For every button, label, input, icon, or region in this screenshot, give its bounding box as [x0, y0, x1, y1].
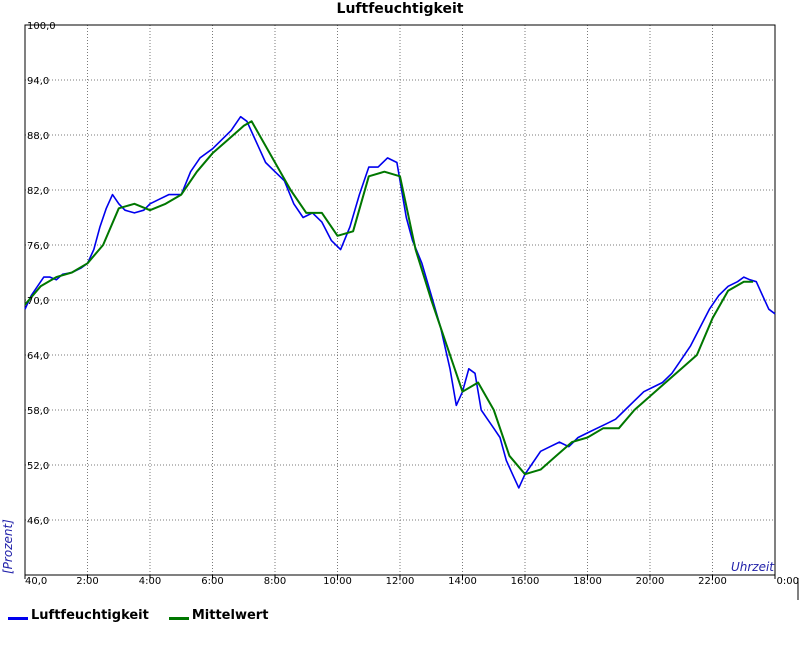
legend-item-mean: Mittelwert	[168, 608, 269, 623]
y-tick-label: 58,0	[27, 406, 49, 417]
series-lines	[24, 115, 776, 489]
y-axis-ticks: 46,0 52,0 58,0 64,0 70,0 76,0 82,0 88,0 94,0 100,…	[27, 21, 56, 527]
chart-title: Luftfeuchtigkeit	[337, 1, 464, 17]
series-line-mean	[24, 120, 754, 476]
x-tick-label: 40,0	[25, 576, 47, 587]
legend-swatch-mean	[168, 617, 189, 620]
y-tick-label: 64,0	[27, 351, 49, 362]
x-axis-label: Uhrzeit	[731, 560, 775, 574]
x-tick-label: 10:00	[323, 576, 352, 587]
legend-swatch-humidity	[8, 617, 28, 620]
y-tick-label: 82,0	[27, 186, 49, 197]
x-tick-label: 14:00	[448, 576, 477, 587]
x-tick-label: 16:00	[511, 576, 540, 587]
x-tick-label: 4:00	[139, 576, 161, 587]
x-tick-label: 0:00	[777, 576, 799, 587]
y-tick-label: 46,0	[27, 516, 49, 527]
x-tick-label: 2:00	[76, 576, 98, 587]
series-line-humidity	[24, 115, 776, 489]
y-tick-label: 100,0	[27, 21, 56, 32]
legend-label-humidity: Luftfeuchtigkeit	[31, 608, 149, 623]
y-tick-label: 88,0	[27, 131, 49, 142]
y-axis-label: [Prozent]	[1, 519, 15, 574]
x-tick-label: 12:00	[386, 576, 415, 587]
y-tick-label: 94,0	[27, 76, 49, 87]
grid	[25, 25, 775, 575]
x-tick-label: 18:00	[573, 576, 602, 587]
legend-label-mean: Mittelwert	[191, 608, 269, 623]
legend-item-humidity: Luftfeuchtigkeit	[8, 608, 149, 623]
legend: Luftfeuchtigkeit Mittelwert	[8, 608, 288, 623]
y-tick-label: 70,0	[27, 296, 49, 307]
x-tick-label: 8:00	[264, 576, 286, 587]
x-tick-label: 20:00	[636, 576, 665, 587]
y-tick-label: 76,0	[27, 241, 49, 252]
x-tick-label: 6:00	[201, 576, 223, 587]
x-tick-label: 22:00	[698, 576, 727, 587]
x-axis-ticks: 40,0 2:00 4:00 6:00 8:00 10:00 12:00 14:00 16:00…	[24, 575, 799, 600]
y-tick-label: 52,0	[27, 461, 49, 472]
